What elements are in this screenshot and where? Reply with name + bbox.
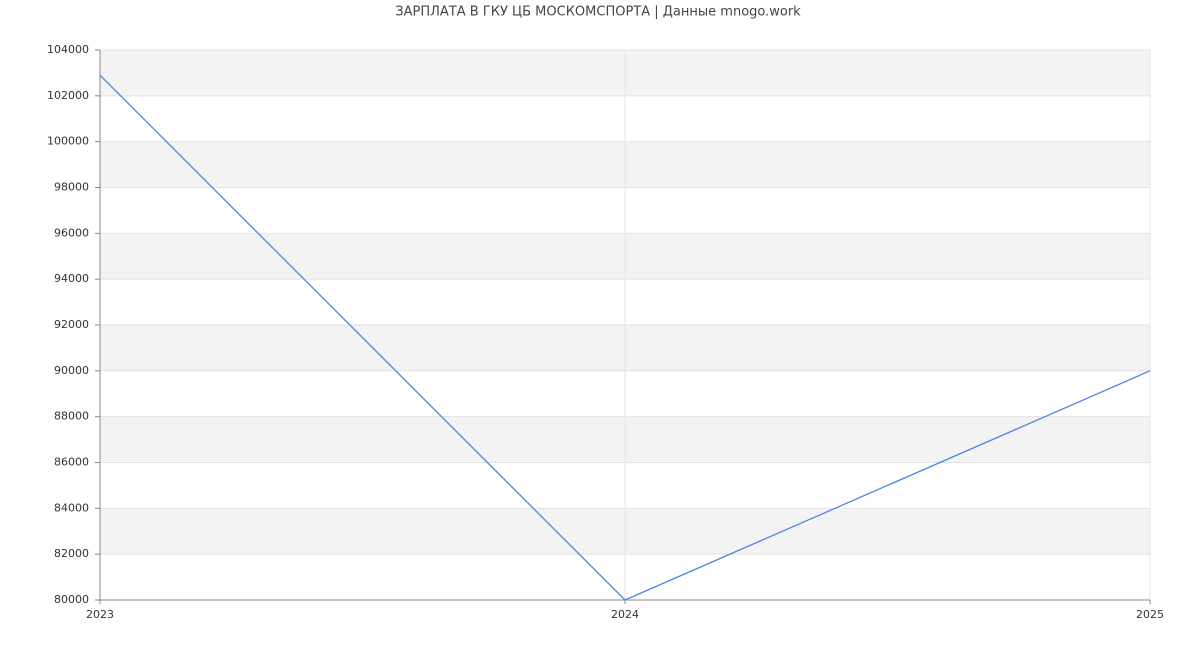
y-tick-label: 96000 xyxy=(54,226,89,239)
y-tick-label: 90000 xyxy=(54,364,89,377)
y-tick-label: 80000 xyxy=(54,593,89,606)
x-tick-label: 2025 xyxy=(1136,608,1164,621)
x-tick-label: 2024 xyxy=(611,608,639,621)
y-tick-label: 88000 xyxy=(54,410,89,423)
y-tick-label: 98000 xyxy=(54,181,89,194)
line-series xyxy=(99,74,1151,601)
x-tick-label: 2023 xyxy=(86,608,114,621)
y-tick-label: 100000 xyxy=(47,135,89,148)
y-tick-label: 92000 xyxy=(54,318,89,331)
y-tick-label: 84000 xyxy=(54,501,89,514)
y-tick-label: 82000 xyxy=(54,547,89,560)
y-tick-label: 94000 xyxy=(54,272,89,285)
y-tick-label: 102000 xyxy=(47,89,89,102)
y-tick-label: 104000 xyxy=(47,43,89,56)
y-tick-label: 86000 xyxy=(54,456,89,469)
chart-title: ЗАРПЛАТА В ГКУ ЦБ МОСКОМСПОРТА | Данные … xyxy=(395,5,801,20)
